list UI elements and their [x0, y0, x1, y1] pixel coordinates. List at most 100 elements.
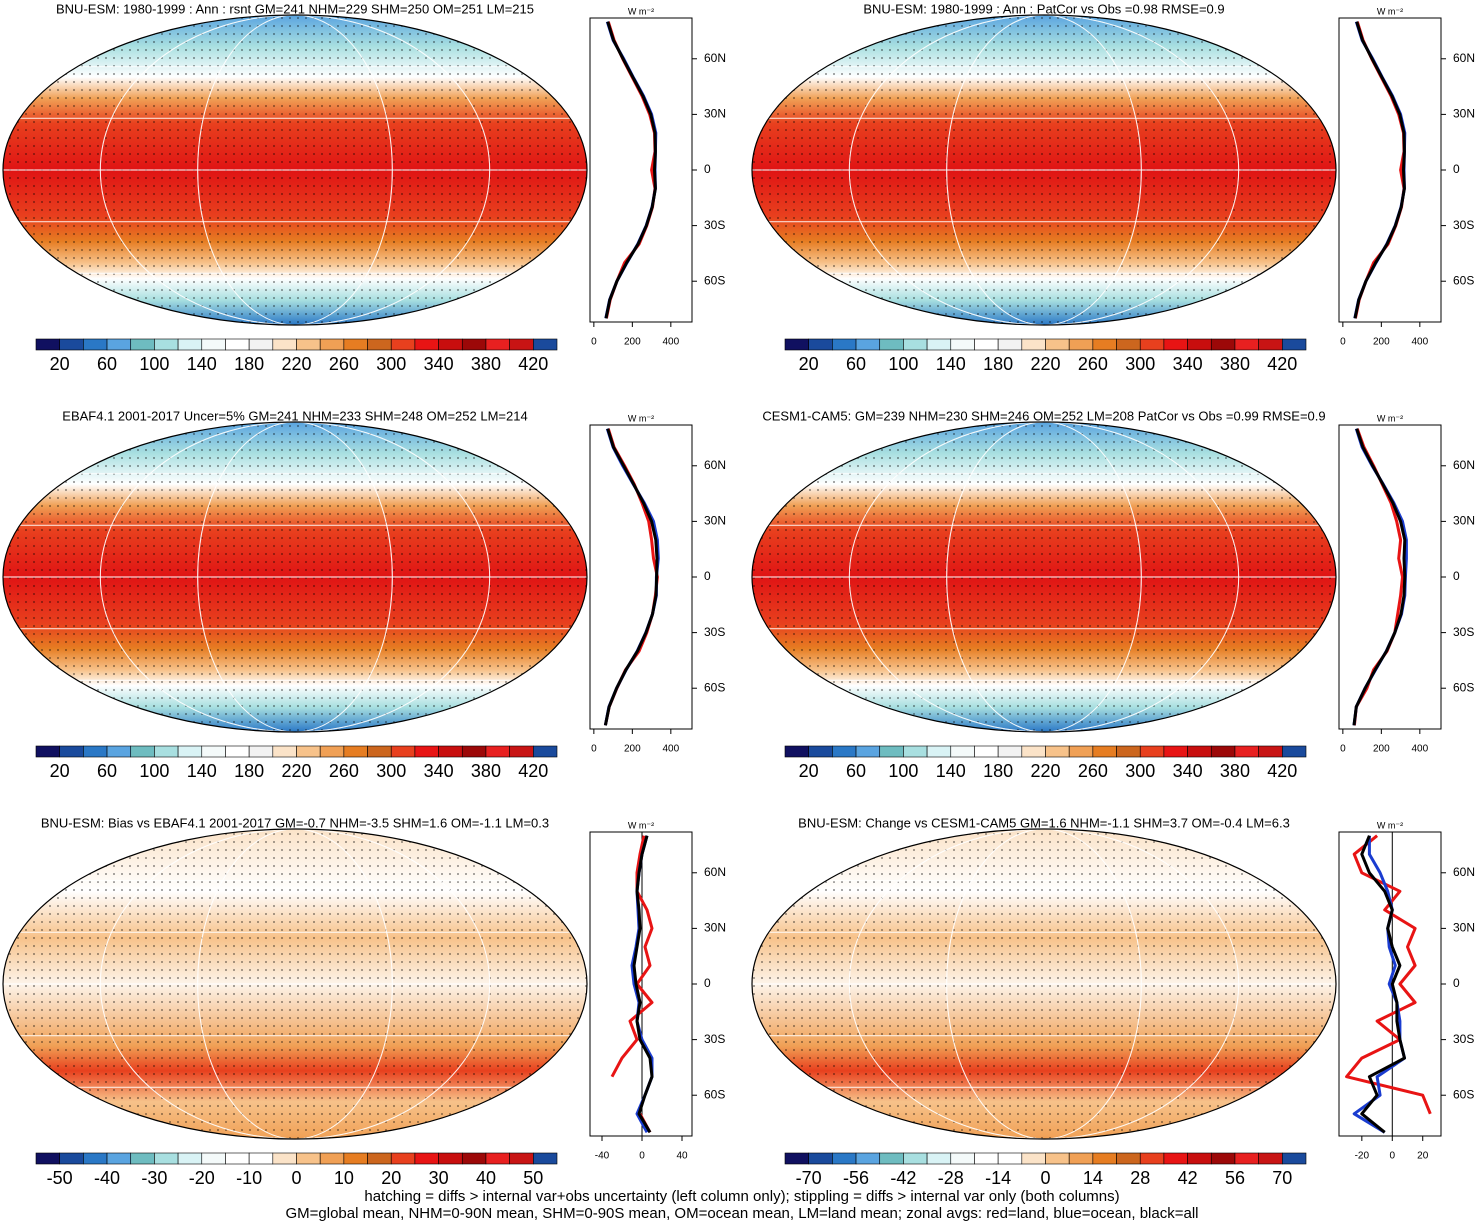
- map-border: [2, 14, 588, 326]
- x-tick-label: 0: [639, 1151, 645, 1162]
- colorbar-box: [35, 1152, 60, 1165]
- panel-title: BNU-ESM: 1980-1999 : Ann : PatCor vs Obs…: [863, 1, 1224, 16]
- colorbar-label: 50: [523, 1168, 543, 1188]
- colorbar-label: 60: [846, 354, 866, 374]
- colorbar-box: [784, 745, 809, 758]
- y-tick-label: 60S: [704, 1087, 725, 1101]
- colorbar-box: [533, 1152, 558, 1165]
- map-meridian: [99, 829, 491, 1139]
- colorbar-label: 30: [429, 1168, 449, 1188]
- y-tick-label: 60N: [1453, 865, 1475, 879]
- colorbar-box: [35, 338, 60, 351]
- zonal-line: [610, 835, 654, 1134]
- colorbar-box: [367, 1152, 392, 1165]
- colorbar-box: [903, 1152, 928, 1165]
- x-tick-label: 20: [1417, 1151, 1429, 1162]
- map: [752, 15, 1336, 325]
- colorbar-box: [106, 1152, 132, 1165]
- colorbar-box: [461, 338, 487, 351]
- colorbar-label: 180: [234, 761, 264, 781]
- colorbar-box: [997, 745, 1023, 758]
- profile-frame: [589, 17, 693, 323]
- colorbar-box: [1116, 338, 1141, 351]
- map-meridian: [848, 422, 1240, 732]
- colorbar-box: [784, 1152, 809, 1165]
- colorbar-box: [414, 745, 439, 758]
- colorbar-box: [1139, 1152, 1165, 1165]
- units-label: W m⁻²: [1377, 820, 1403, 830]
- colorbar-box: [461, 745, 487, 758]
- colorbar-label: 20: [381, 1168, 401, 1188]
- x-tick-label: -20: [1355, 1151, 1370, 1162]
- colorbar-label: 20: [50, 354, 70, 374]
- y-tick-label: 30S: [1453, 218, 1474, 232]
- profile-frame: [1338, 17, 1442, 323]
- map-meridian: [946, 829, 1142, 1139]
- colorbar-box: [83, 745, 108, 758]
- colorbar-label: 220: [1030, 354, 1060, 374]
- colorbar-label: 300: [1125, 761, 1155, 781]
- colorbar-label: -20: [189, 1168, 215, 1188]
- colorbar-box: [485, 1152, 510, 1165]
- colorbar-box: [1163, 338, 1188, 351]
- zonal-line: [604, 21, 657, 319]
- colorbar-box: [225, 338, 250, 351]
- y-tick-label: 0: [1453, 162, 1460, 176]
- colorbar-box: [950, 745, 975, 758]
- colorbar-box: [130, 1152, 155, 1165]
- zonal-line: [1345, 834, 1432, 1115]
- colorbar-box: [509, 745, 534, 758]
- colorbar-box: [808, 1152, 833, 1165]
- colorbar-box: [1092, 745, 1117, 758]
- colorbar-label: 260: [329, 354, 359, 374]
- x-tick-label: 0: [1390, 1151, 1396, 1162]
- colorbar-label: -42: [890, 1168, 916, 1188]
- colorbar-label: 300: [1125, 354, 1155, 374]
- y-tick-label: 30S: [704, 625, 725, 639]
- colorbar-box: [533, 338, 558, 351]
- y-tick-label: 60S: [704, 680, 725, 694]
- x-tick-label: 40: [676, 1151, 688, 1162]
- colorbar-box: [832, 1152, 857, 1165]
- units-label: W m⁻²: [1377, 6, 1403, 16]
- map: [3, 422, 587, 732]
- zonal-line: [1353, 21, 1406, 319]
- colorbar-label: 380: [471, 761, 501, 781]
- colorbar-label: -30: [141, 1168, 167, 1188]
- colorbar-label: -40: [94, 1168, 120, 1188]
- colorbar-label: 300: [376, 761, 406, 781]
- map-border: [751, 14, 1337, 326]
- zonal-line: [604, 21, 657, 319]
- x-tick-label: 0: [1340, 337, 1346, 348]
- panel-title: BNU-ESM: Bias vs EBAF4.1 2001-2017 GM=-0…: [41, 815, 549, 830]
- colorbar-box: [1163, 745, 1188, 758]
- colorbar-box: [319, 1152, 345, 1165]
- colorbar-label: 140: [936, 354, 966, 374]
- colorbar-label: 420: [1267, 354, 1297, 374]
- colorbar-box: [154, 1152, 179, 1165]
- colorbar-box: [1139, 338, 1165, 351]
- map-meridian: [946, 422, 1142, 732]
- zonal-line: [1352, 835, 1406, 1134]
- colorbar-box: [1045, 338, 1070, 351]
- zonal-line: [1353, 21, 1406, 319]
- colorbar-box: [319, 745, 345, 758]
- units-label: W m⁻²: [628, 820, 654, 830]
- x-tick-label: 200: [624, 744, 641, 755]
- colorbar-box: [130, 338, 155, 351]
- units-label: W m⁻²: [628, 413, 654, 423]
- colorbar-box: [1045, 745, 1070, 758]
- map: [3, 829, 587, 1139]
- colorbar-box: [296, 1152, 321, 1165]
- y-tick-label: 30N: [1453, 921, 1475, 935]
- colorbar-label: 380: [1220, 354, 1250, 374]
- colorbar-box: [832, 338, 857, 351]
- colorbar-label: 340: [424, 354, 454, 374]
- colorbar-box: [855, 745, 881, 758]
- panel-title: EBAF4.1 2001-2017 Uncer=5% GM=241 NHM=23…: [62, 408, 527, 423]
- colorbar-label: 14: [1083, 1168, 1103, 1188]
- colorbar-label: 260: [329, 761, 359, 781]
- map: [752, 422, 1336, 732]
- colorbar-box: [414, 1152, 439, 1165]
- colorbar-box: [1116, 1152, 1141, 1165]
